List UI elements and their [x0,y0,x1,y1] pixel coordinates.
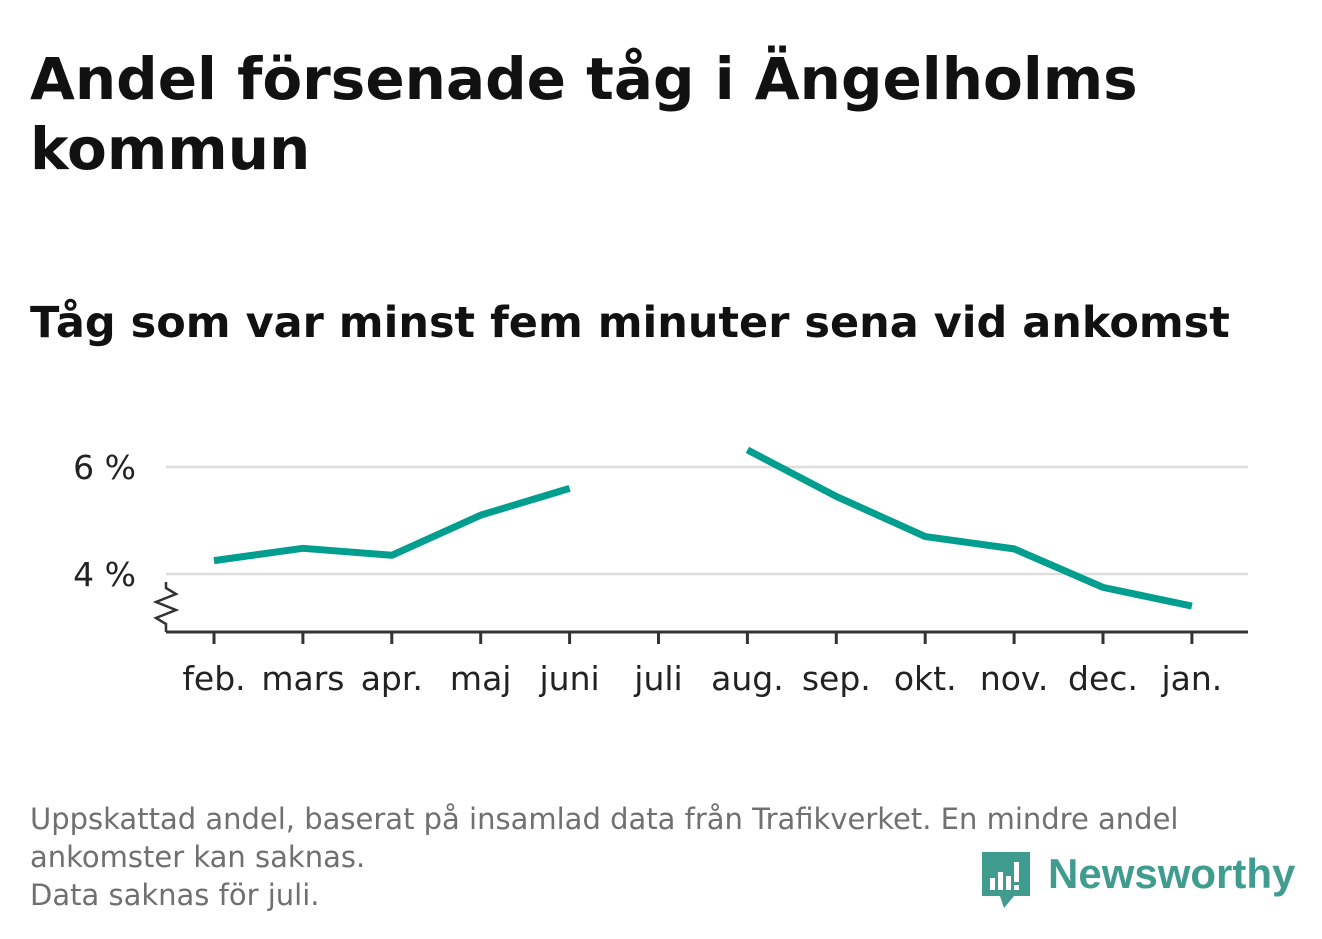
x-tick-label: juni [539,659,600,698]
footnote: Uppskattad andel, baserat på insamlad da… [30,800,1290,914]
y-axis-ticks: 4 % 6 % [73,448,136,594]
x-tick-label: aug. [711,659,784,698]
axis-break-icon [152,582,180,632]
footnote-line: Uppskattad andel, baserat på insamlad da… [30,802,1179,836]
y-tick-label: 4 % [73,555,136,594]
brand-logo: Newsworthy [980,850,1300,912]
brand-name: Newsworthy [1048,850,1296,897]
x-tick-label: sep. [802,659,871,698]
x-tick-label: mars [261,659,344,698]
x-tick-label: nov. [980,659,1049,698]
series-lines [213,446,1193,610]
chart-subtitle: Tåg som var minst fem minuter sena vid a… [30,298,1230,348]
chart-title: Andel försenade tåg i Ängelholms kommun [30,45,1138,183]
series-line [745,446,1193,610]
x-tick-label: jan. [1161,659,1223,698]
x-tick-label: maj [450,659,512,698]
y-tick-label: 6 % [73,448,136,487]
x-axis-ticks: feb. mars apr. maj juni juli aug. sep. okt. nov. d… [182,632,1222,698]
x-axis [152,582,1248,634]
x-tick-label: juli [633,659,682,698]
x-tick-label: apr. [361,659,423,698]
x-tick-label: feb. [182,659,245,698]
x-tick-label: dec. [1068,659,1138,698]
gridlines [166,465,1248,576]
x-tick-label: okt. [894,659,957,698]
series-line [213,485,571,565]
footnote-line: ankomster kan saknas. [30,840,366,874]
footnote-line: Data saknas för juli. [30,878,320,912]
bar-chart-speech-bubble-icon [982,852,1030,908]
